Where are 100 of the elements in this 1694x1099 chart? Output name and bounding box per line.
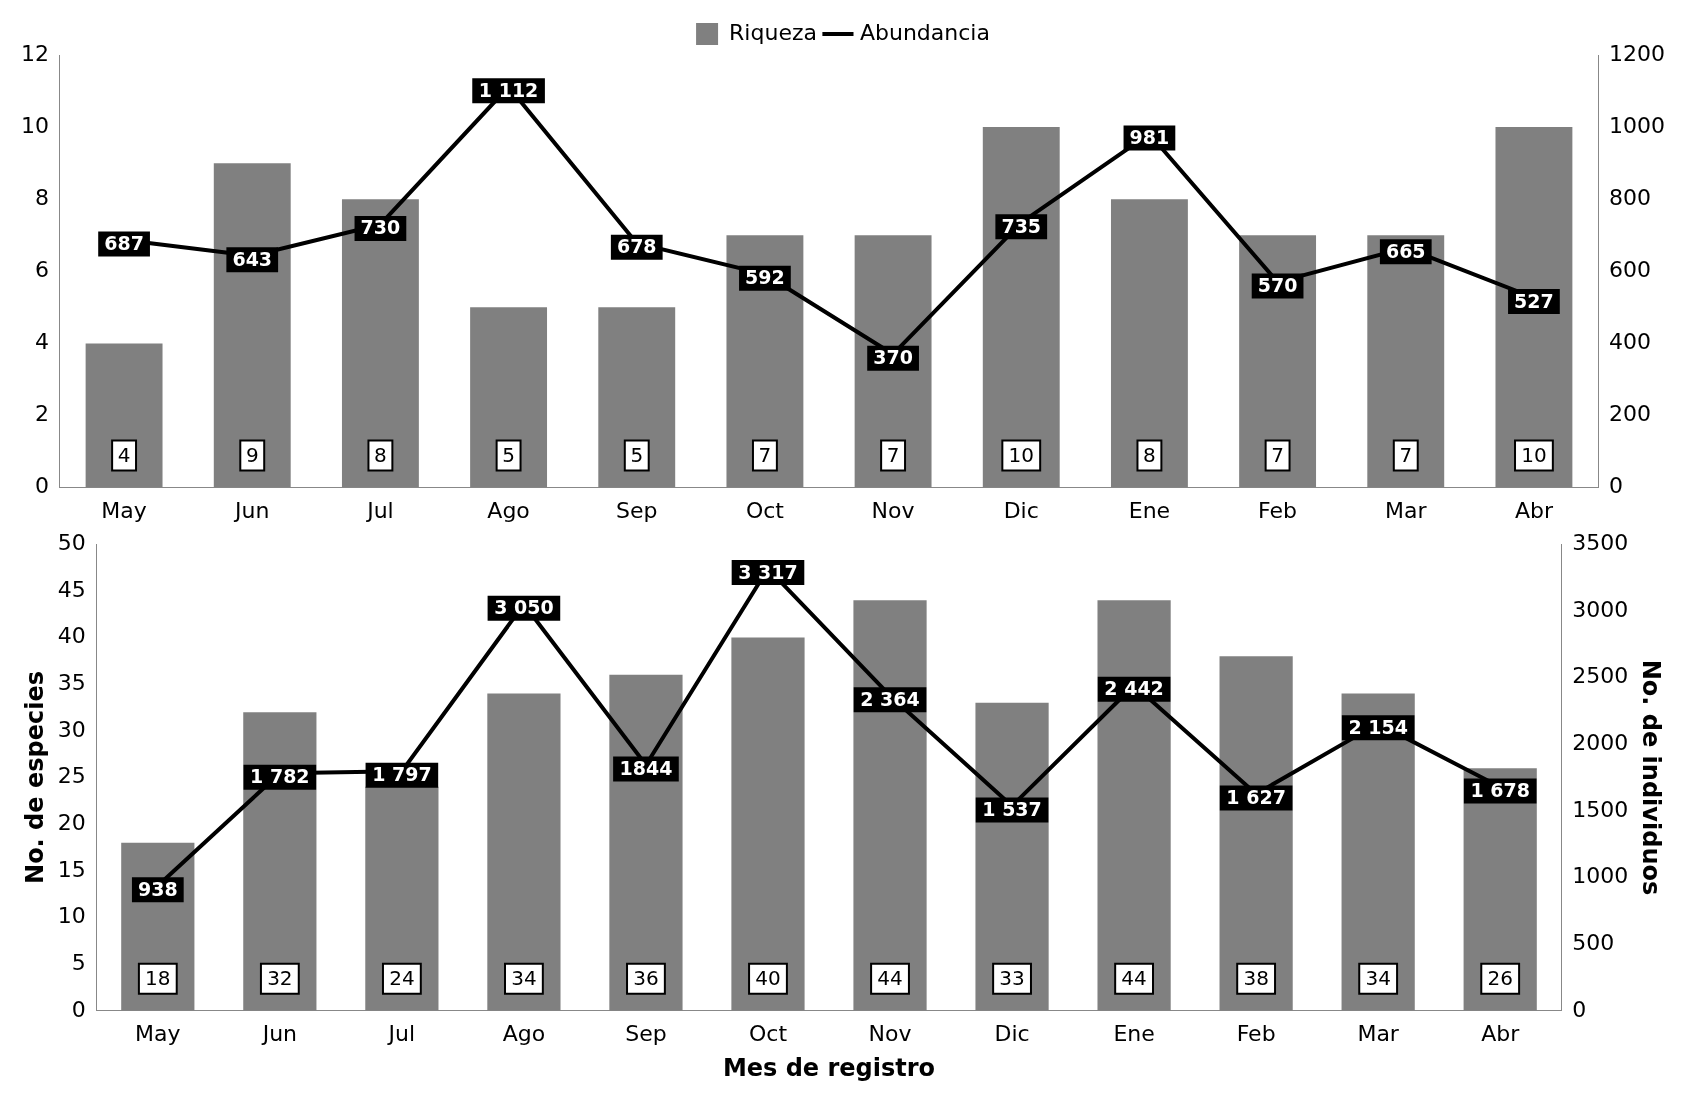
x-tick-label: Mar [1385,497,1428,523]
data-label: 2 442 [1104,677,1164,700]
bar [726,235,804,488]
data-label: 665 [1385,239,1426,262]
bar [731,637,805,1011]
y-tick-label: 30 [57,716,86,742]
x-tick-label: Nov [868,1020,912,1046]
x-axis-title: Mes de registro [722,1053,936,1082]
bar [1219,656,1293,1011]
y-tick-label: 12 [20,40,49,66]
bar [609,674,683,1011]
data-label: 981 [1129,125,1170,148]
data-label: 938 [137,877,178,900]
y-tick-label: 45 [57,576,86,602]
data-label: 34 [1365,966,1391,990]
data-label: 1 537 [982,797,1042,820]
x-tick-label: Abr [1514,497,1554,523]
bar [1341,693,1415,1011]
x-tick-label: Sep [625,1020,667,1046]
data-label: 38 [1243,966,1269,990]
x-tick-label: Oct [745,497,785,523]
data-label: 735 [1001,214,1042,237]
data-label: 33 [999,966,1025,990]
data-label: 32 [267,966,293,990]
y-tick-label: 0 [34,473,49,499]
x-tick-label: Feb [1258,497,1298,523]
legend-label: Riqueza [729,19,817,45]
data-label: 1 797 [372,763,432,786]
x-tick-label: Jul [386,1020,416,1046]
data-label: 10 [1008,442,1034,467]
data-label: 3 317 [738,560,798,583]
y-tick-label: 35 [57,669,86,695]
data-label: 527 [1514,289,1554,312]
data-label: 24 [389,966,415,990]
bar [1239,235,1317,488]
y2-tick-label: 2000 [1572,729,1629,755]
data-label: 1 678 [1470,779,1530,802]
y-tick-label: 10 [20,112,49,138]
bar [85,343,163,488]
y2-tick-label: 2500 [1572,663,1629,689]
bar [470,307,548,488]
bar [854,235,932,488]
y2-tick-label: 1200 [1609,40,1666,66]
y2-tick-label: 200 [1609,401,1652,427]
y-tick-label: 50 [57,529,86,555]
y2-tick-label: 600 [1609,257,1652,283]
bar [1367,235,1445,488]
y-tick-label: 10 [57,903,86,929]
y2-tick-label: 0 [1572,996,1587,1022]
bar [1495,127,1573,488]
data-label: 370 [873,346,913,369]
y-tick-label: 6 [34,257,49,283]
data-label: 592 [745,266,785,289]
x-tick-label: Dic [1003,497,1039,523]
data-label: 26 [1487,966,1513,990]
data-label: 7 [1271,442,1284,467]
x-tick-label: Jun [233,497,270,523]
data-label: 2 364 [860,687,920,710]
data-label: 36 [633,966,659,990]
data-label: 730 [360,216,401,239]
data-label: 7 [758,442,772,467]
bar [341,199,419,488]
bar [487,693,561,1011]
data-label: 2 154 [1348,715,1408,738]
x-tick-label: Jul [365,497,394,523]
x-tick-label: Ago [487,497,530,523]
y2-tick-label: 1500 [1572,796,1629,822]
x-tick-label: Feb [1236,1020,1276,1046]
data-label: 9 [245,442,259,467]
y2-axis-title: No. de individuos [1637,659,1666,896]
data-label: 1 782 [250,765,310,788]
bar [1110,199,1188,488]
data-label: 7 [886,442,900,467]
data-label: 44 [877,966,903,990]
x-tick-label: Ago [502,1020,546,1046]
x-tick-label: May [135,1020,181,1046]
data-label: 18 [145,966,171,990]
data-label: 3 050 [494,596,554,619]
x-tick-label: Oct [748,1020,788,1046]
y-tick-label: 20 [57,809,86,835]
y2-tick-label: 0 [1609,473,1624,499]
data-label: 1 627 [1226,785,1286,808]
y-tick-label: 8 [34,184,49,210]
y2-tick-label: 800 [1609,184,1652,210]
data-label: 34 [511,966,537,990]
y2-tick-label: 3000 [1572,596,1629,622]
y2-tick-label: 1000 [1572,863,1629,889]
data-label: 643 [232,247,273,270]
x-tick-label: Ene [1128,497,1171,523]
data-label: 687 [104,231,144,254]
y-tick-label: 4 [34,329,49,355]
data-label: 8 [1143,442,1156,467]
data-label: 678 [616,235,657,258]
data-label: 10 [1521,442,1547,467]
legend-label: Abundancia [859,19,990,45]
y-axis-title: No. de especies [20,671,49,884]
y2-tick-label: 400 [1609,329,1652,355]
x-tick-label: Abr [1481,1020,1521,1046]
bar [982,127,1060,488]
x-tick-label: Dic [994,1020,1030,1046]
